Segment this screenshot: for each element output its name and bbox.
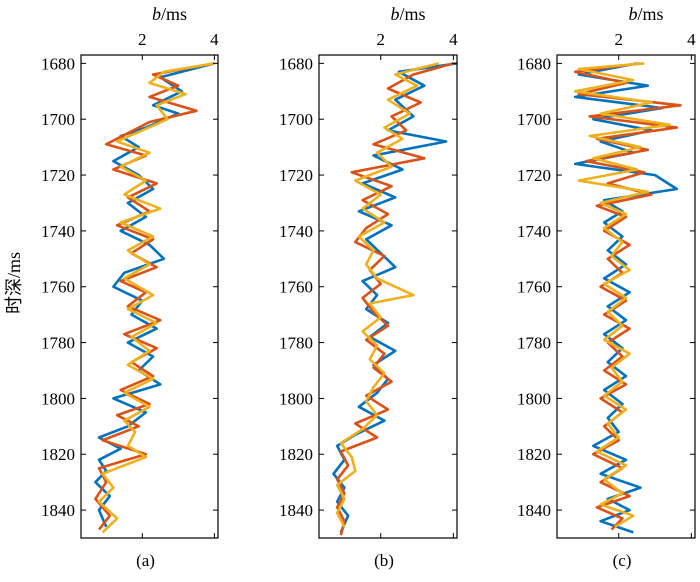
- y-tick-label: 1720: [279, 166, 313, 185]
- x-tick-label: 4: [210, 30, 219, 49]
- x-tick-label: 4: [449, 30, 458, 49]
- x-axis-title-var: b: [152, 4, 161, 24]
- y-tick-label: 1840: [279, 501, 313, 520]
- x-axis-title: b/ms: [152, 4, 187, 24]
- series-line-trace-3: [335, 62, 440, 528]
- y-tick-label: 1800: [279, 389, 313, 408]
- y-tick-label: 1760: [517, 278, 551, 297]
- y-tick-label: 1760: [41, 278, 75, 297]
- series-line-trace-2: [573, 62, 682, 531]
- panel-2: 1680 1700 1720 1740 1760 1780 1800 1820 1840 2 4 b/…: [279, 4, 458, 570]
- x-axis-title-unit: /ms: [637, 4, 663, 24]
- x-axis-title: b/ms: [628, 4, 663, 24]
- y-tick-label: 1820: [41, 445, 75, 464]
- panel-1: 1680 1700 1720 1740 1760 1780 1800 1820 1840 2 4 b/…: [41, 4, 219, 570]
- series-line-trace-3: [97, 62, 215, 534]
- series-line-trace-1: [332, 62, 457, 533]
- x-axis-title-unit: /ms: [161, 4, 187, 24]
- y-tick-label: 1760: [279, 278, 313, 297]
- y-tick-label: 1780: [279, 334, 313, 353]
- y-tick-label: 1700: [517, 110, 551, 129]
- panel-label: (a): [136, 551, 155, 570]
- y-tick-label: 1680: [517, 54, 551, 73]
- x-axis-title: b/ms: [390, 4, 425, 24]
- y-tick-label: 1820: [517, 445, 551, 464]
- x-axis-title-var: b: [390, 4, 399, 24]
- series-line-trace-2: [94, 62, 215, 531]
- panel-label: (c): [613, 551, 632, 570]
- y-tick-label: 1740: [41, 222, 75, 241]
- x-tick-label: 4: [687, 30, 696, 49]
- y-axis-title: 时深/ms: [4, 252, 24, 314]
- y-tick-label: 1820: [279, 445, 313, 464]
- series-line-trace-1: [94, 62, 215, 528]
- y-tick-label: 1740: [517, 222, 551, 241]
- y-tick-label: 1780: [517, 334, 551, 353]
- x-tick-label: 2: [376, 30, 385, 49]
- y-tick-label: 1720: [41, 166, 75, 185]
- y-tick-label: 1720: [517, 166, 551, 185]
- y-tick-label: 1700: [279, 110, 313, 129]
- y-tick-label: 1740: [279, 222, 313, 241]
- x-tick-label: 2: [614, 30, 623, 49]
- axes-frame: [80, 54, 219, 539]
- series-line-trace-3: [573, 62, 671, 528]
- y-tick-label: 1680: [41, 54, 75, 73]
- y-tick-label: 1840: [517, 501, 551, 520]
- y-tick-label: 1780: [41, 334, 75, 353]
- panel-label: (b): [374, 551, 394, 570]
- x-axis-title-var: b: [628, 4, 637, 24]
- series-line-trace-2: [335, 62, 454, 536]
- y-tick-label: 1840: [41, 501, 75, 520]
- y-tick-label: 1700: [41, 110, 75, 129]
- axes-frame: [556, 54, 696, 539]
- panel-3: 1680 1700 1720 1740 1760 1780 1800 1820 1840 2 4 b/…: [517, 4, 696, 570]
- x-axis-title-unit: /ms: [399, 4, 425, 24]
- x-tick-label: 2: [138, 30, 147, 49]
- y-tick-label: 1800: [517, 389, 551, 408]
- y-tick-label: 1680: [279, 54, 313, 73]
- axes-frame: [318, 54, 458, 539]
- y-tick-label: 1800: [41, 389, 75, 408]
